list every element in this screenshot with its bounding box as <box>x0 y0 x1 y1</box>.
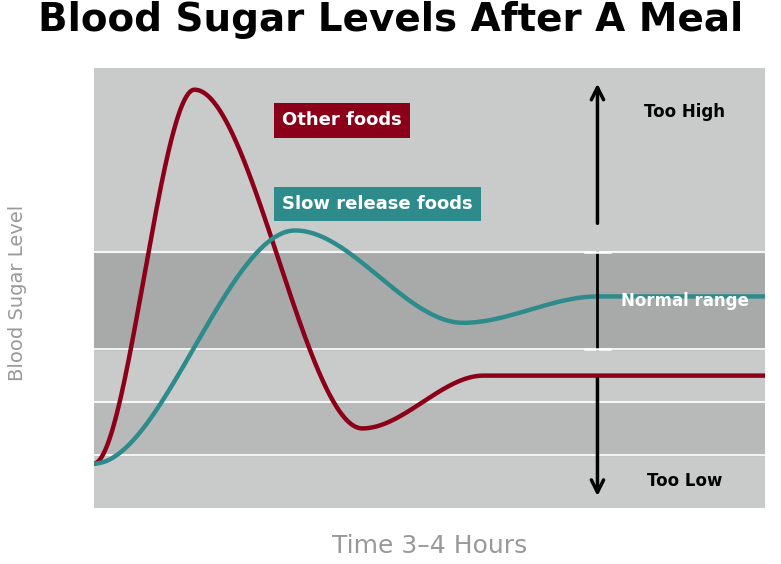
Bar <box>94 68 765 253</box>
Text: Time 3–4 Hours: Time 3–4 Hours <box>332 534 527 558</box>
Text: Blood Sugar Level: Blood Sugar Level <box>8 205 27 381</box>
Bar <box>94 402 765 455</box>
Text: Slow release foods: Slow release foods <box>282 195 473 213</box>
Bar <box>94 455 765 508</box>
Text: Blood Sugar Levels After A Meal: Blood Sugar Levels After A Meal <box>37 2 744 39</box>
Text: Too High: Too High <box>644 103 726 121</box>
Bar <box>94 349 765 402</box>
Text: Too Low: Too Low <box>647 472 722 490</box>
Text: Normal range: Normal range <box>621 292 749 310</box>
Bar <box>94 253 765 349</box>
Text: Other foods: Other foods <box>282 112 401 130</box>
